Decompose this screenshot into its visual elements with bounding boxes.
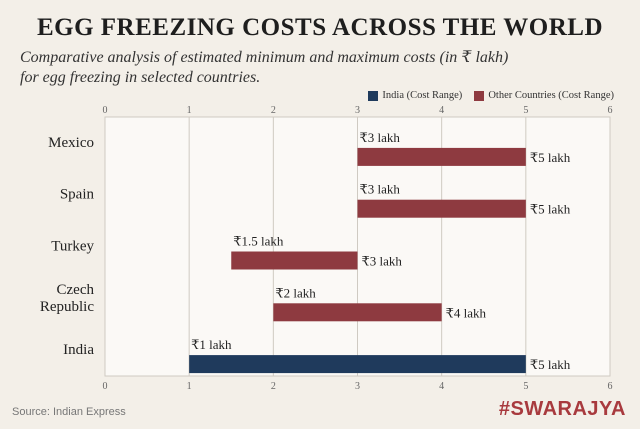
bottom-tick-label-1: 1 — [187, 381, 192, 392]
min-label-czech-republic: ₹2 lakh — [275, 285, 316, 300]
min-label-spain: ₹3 lakh — [360, 182, 401, 197]
bottom-tick-label-0: 0 — [103, 381, 108, 392]
legend-label-india: India (Cost Range) — [382, 90, 463, 101]
category-label-spain: Spain — [60, 187, 95, 203]
chart-title: EGG FREEZING COSTS ACROSS THE WORLD — [36, 14, 604, 41]
bottom-tick-label-4: 4 — [439, 381, 444, 392]
legend-swatch-india — [368, 90, 379, 101]
bottom-tick-label-2: 2 — [271, 381, 276, 392]
source-note: Source: Indian Express — [12, 406, 126, 418]
max-label-india: ₹5 lakh — [530, 357, 571, 372]
top-tick-label-5: 5 — [523, 105, 528, 116]
chart-legend: India (Cost Range) Other Countries (Cost… — [368, 90, 614, 101]
top-tick-label-6: 6 — [608, 105, 613, 116]
min-label-mexico: ₹3 lakh — [360, 130, 401, 145]
legend-swatch-other — [474, 90, 485, 101]
chart-subtitle: Comparative analysis of estimated minimu… — [20, 48, 630, 88]
bottom-tick-label-3: 3 — [355, 381, 360, 392]
bar-turkey — [231, 251, 358, 270]
legend-label-other: Other Countries (Cost Range) — [488, 90, 614, 101]
bar-india — [189, 355, 526, 374]
category-label-czech-republic-1: Czech — [57, 282, 95, 298]
min-label-turkey: ₹1.5 lakh — [233, 234, 284, 249]
subtitle-line-1: Comparative analysis of estimated minimu… — [20, 49, 509, 66]
max-label-czech-republic: ₹4 lakh — [446, 305, 487, 320]
bottom-tick-label-6: 6 — [608, 381, 613, 392]
max-label-spain: ₹5 lakh — [530, 202, 571, 217]
legend-item-india: India (Cost Range) — [368, 90, 462, 101]
top-tick-label-0: 0 — [103, 105, 108, 116]
max-label-mexico: ₹5 lakh — [530, 150, 571, 165]
bottom-tick-label-5: 5 — [523, 381, 528, 392]
bar-czech-republic — [273, 303, 442, 322]
subtitle-line-2: for egg freezing in selected countries. — [20, 69, 261, 86]
top-tick-label-3: 3 — [355, 105, 360, 116]
top-tick-label-2: 2 — [271, 105, 276, 116]
brand-logo: #SWARAJYA — [498, 398, 626, 420]
top-tick-label-4: 4 — [439, 105, 444, 116]
category-label-india: India — [63, 342, 94, 358]
category-label-mexico: Mexico — [48, 135, 94, 151]
top-tick-label-1: 1 — [187, 105, 192, 116]
category-label-turkey: Turkey — [51, 239, 94, 255]
max-label-turkey: ₹3 lakh — [362, 254, 403, 269]
bar-mexico — [357, 147, 526, 166]
category-label-czech-republic-2: Republic — [40, 299, 94, 315]
min-label-india: ₹1 lakh — [191, 337, 232, 352]
bar-spain — [357, 199, 526, 218]
legend-item-other: Other Countries (Cost Range) — [474, 90, 614, 101]
